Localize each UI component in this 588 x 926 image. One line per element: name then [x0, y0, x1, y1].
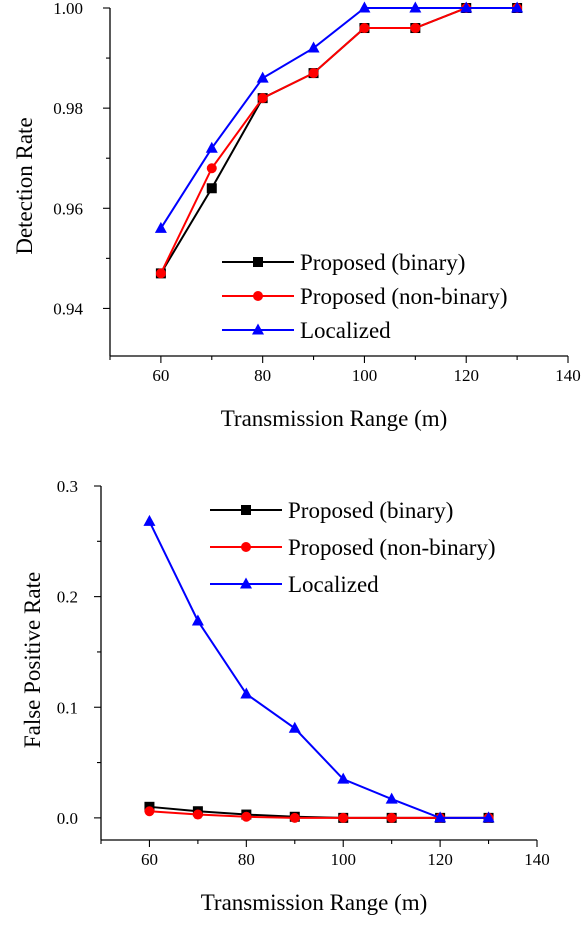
data-point — [206, 163, 217, 174]
data-point — [385, 792, 398, 804]
data-point — [257, 93, 268, 104]
y-axis-title: Detection Rate — [12, 117, 37, 254]
data-point — [460, 1, 473, 13]
legend-item: Proposed (binary) — [210, 498, 453, 523]
data-point — [434, 811, 447, 823]
y-tick-label: 0.0 — [57, 809, 78, 828]
legend-label: Localized — [288, 572, 379, 597]
series-3 — [143, 514, 495, 823]
data-point — [410, 23, 421, 34]
series-line — [160, 7, 518, 274]
data-point — [154, 221, 167, 233]
data-point — [511, 1, 524, 13]
legend-item: Localized — [222, 318, 391, 343]
legend-marker — [240, 577, 252, 589]
data-point — [307, 41, 320, 53]
x-axis-title: Transmission Range (m) — [201, 890, 428, 915]
legend: Proposed (binary) Proposed (non-binary) Lo… — [222, 250, 508, 343]
data-point — [308, 68, 319, 79]
y-tick-label: 1.00 — [53, 0, 83, 18]
legend-label: Proposed (non-binary) — [300, 284, 508, 309]
series-line — [160, 7, 518, 229]
series-3 — [154, 1, 524, 233]
series-line — [159, 7, 518, 274]
legend-marker — [253, 257, 263, 267]
y-tick-label: 0.98 — [53, 99, 83, 118]
legend-label: Proposed (binary) — [288, 498, 453, 523]
x-tick-label: 140 — [524, 850, 550, 869]
data-point — [409, 1, 422, 13]
x-tick-label: 140 — [555, 366, 581, 385]
y-tick-label: 0.1 — [57, 698, 78, 717]
y-tick-label: 0.2 — [57, 588, 78, 607]
data-point — [155, 268, 166, 279]
data-point — [144, 806, 155, 817]
x-tick-label: 80 — [254, 366, 271, 385]
legend-marker — [241, 542, 251, 552]
data-point — [338, 812, 349, 823]
legend-marker — [253, 291, 263, 301]
legend-marker — [252, 323, 264, 335]
y-tick-label: 0.96 — [53, 199, 83, 218]
legend-label: Proposed (binary) — [300, 250, 465, 275]
data-point — [240, 687, 253, 699]
legend-item: Localized — [210, 572, 379, 597]
x-tick-label: 60 — [152, 366, 169, 385]
false-positive-rate-chart: 60 80 100 120 140 0.0 0.1 0.2 0.3 Transmission Ra… — [20, 477, 550, 915]
x-tick-label: 100 — [330, 850, 356, 869]
series-line — [149, 810, 489, 819]
data-point — [359, 23, 370, 34]
data-point — [386, 812, 397, 823]
x-tick-label: 100 — [352, 366, 378, 385]
legend-label: Localized — [300, 318, 391, 343]
y-tick-label: 0.3 — [57, 477, 78, 496]
series-1 — [155, 3, 523, 279]
data-point — [337, 772, 350, 784]
x-axis-title: Transmission Range (m) — [221, 406, 448, 431]
series-2 — [155, 3, 523, 279]
legend-marker — [241, 505, 251, 515]
x-tick-label: 120 — [427, 850, 453, 869]
data-point — [288, 721, 301, 733]
data-point — [241, 811, 252, 822]
series-line — [148, 520, 489, 819]
data-point — [358, 1, 371, 13]
legend-item: Proposed (non-binary) — [210, 535, 496, 560]
x-tick-label: 120 — [453, 366, 479, 385]
y-tick-label: 0.94 — [53, 299, 83, 318]
data-point — [192, 809, 203, 820]
data-point — [191, 614, 204, 626]
data-point — [482, 811, 495, 823]
data-point — [256, 71, 269, 83]
y-axis-title: False Positive Rate — [20, 572, 45, 748]
legend-item: Proposed (binary) — [222, 250, 465, 275]
legend: Proposed (binary) Proposed (non-binary) Lo… — [210, 498, 496, 597]
x-tick-label: 80 — [238, 850, 255, 869]
data-point — [143, 514, 156, 526]
legend-label: Proposed (non-binary) — [288, 535, 496, 560]
legend-item: Proposed (non-binary) — [222, 284, 508, 309]
data-point — [289, 812, 300, 823]
detection-rate-chart: 60 80 100 120 140 0.94 0.96 0.98 1.00 Transmissio… — [12, 0, 581, 431]
x-tick-label: 60 — [141, 850, 158, 869]
data-point — [206, 183, 217, 194]
data-point — [205, 141, 218, 153]
